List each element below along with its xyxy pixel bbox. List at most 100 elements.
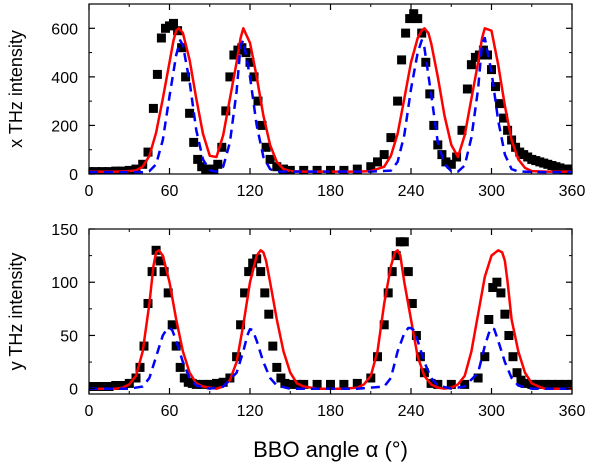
data-point [383,288,393,298]
data-point [500,309,510,319]
data-point [407,299,417,308]
x-tick-label: 180 [317,403,344,420]
data-point [104,382,114,391]
data-point [111,381,121,390]
data-point [198,379,208,389]
data-point [175,362,185,372]
x-tick-label: 300 [478,183,505,200]
x-tick-label: 240 [398,403,425,420]
data-point [405,14,415,24]
y-axis-title: x THz intensity [6,30,26,148]
data-point [163,288,173,298]
x-tick-label: 300 [478,403,505,420]
data-point [280,378,290,388]
data-point [265,154,275,164]
data-point [213,159,223,169]
data-point [272,362,282,372]
data-point [511,142,521,152]
data-point [373,352,382,362]
data-point [446,159,456,169]
data-point [441,157,451,167]
data-point [91,382,101,391]
data-point [415,352,425,362]
x-tick-label: 120 [237,183,264,200]
data-point [567,379,572,389]
data-point [167,320,177,330]
data-point [460,379,470,389]
data-point [240,288,250,298]
x-tick-label: 0 [85,183,94,200]
data-point [177,43,187,53]
data-point [97,382,107,391]
x-tick-label: 0 [85,403,94,420]
fit-curve-dashed [89,326,572,390]
data-point [131,373,141,383]
data-point [429,120,439,130]
data-point [520,378,530,388]
x-tick-label: 360 [559,403,586,420]
data-point [236,320,246,330]
data-point [393,96,403,106]
data-point [339,165,349,174]
data-point [169,18,178,28]
x-tick-label: 60 [161,403,179,420]
data-point [495,99,505,109]
data-point [221,106,231,116]
data-point [171,341,181,351]
data-point [352,164,362,174]
data-point [148,103,158,113]
data-point [272,162,282,172]
data-point [249,72,259,82]
data-point [540,379,550,389]
x-tick-label: 180 [317,183,344,200]
data-point [491,82,500,92]
data-point [212,378,221,388]
data-point [446,379,456,389]
data-point [257,120,267,130]
y-tick-label: 0 [69,382,78,399]
data-point [503,125,513,135]
x-tick-label: 120 [237,403,264,420]
data-point [379,150,389,160]
data-point [264,309,274,319]
data-point [285,379,295,389]
data-point [462,84,472,94]
data-point [478,45,488,55]
data-point [245,57,255,67]
data-point [151,245,161,255]
y-tick-label: 100 [51,275,78,292]
data-point [268,341,278,351]
data-point [118,381,127,390]
fit-curve-dashed [89,36,572,174]
data-point [534,379,543,389]
data-point [159,267,169,277]
data-point [413,14,423,24]
data-point [326,379,335,389]
data-point [209,164,219,174]
data-point [401,28,411,38]
data-point [193,154,203,164]
data-point [425,89,435,99]
data-point [218,377,228,387]
y-axis-title: y THz intensity [6,253,26,371]
x-tick-label: 240 [398,183,425,200]
data-point [155,256,165,266]
data-point [299,165,309,174]
data-point [496,288,506,298]
data-point [411,331,421,340]
data-point [256,267,266,277]
x-tick-label: 60 [161,183,179,200]
data-point [299,379,309,389]
data-point [386,133,396,143]
data-point [403,267,413,277]
data-point [492,277,502,287]
data-point [488,283,498,292]
data-point [312,165,322,174]
data-point [373,157,382,167]
data-point [205,379,215,389]
data-point [391,251,401,261]
y-tick-label: 400 [51,70,78,87]
data-point [547,379,557,389]
data-point [339,379,349,389]
